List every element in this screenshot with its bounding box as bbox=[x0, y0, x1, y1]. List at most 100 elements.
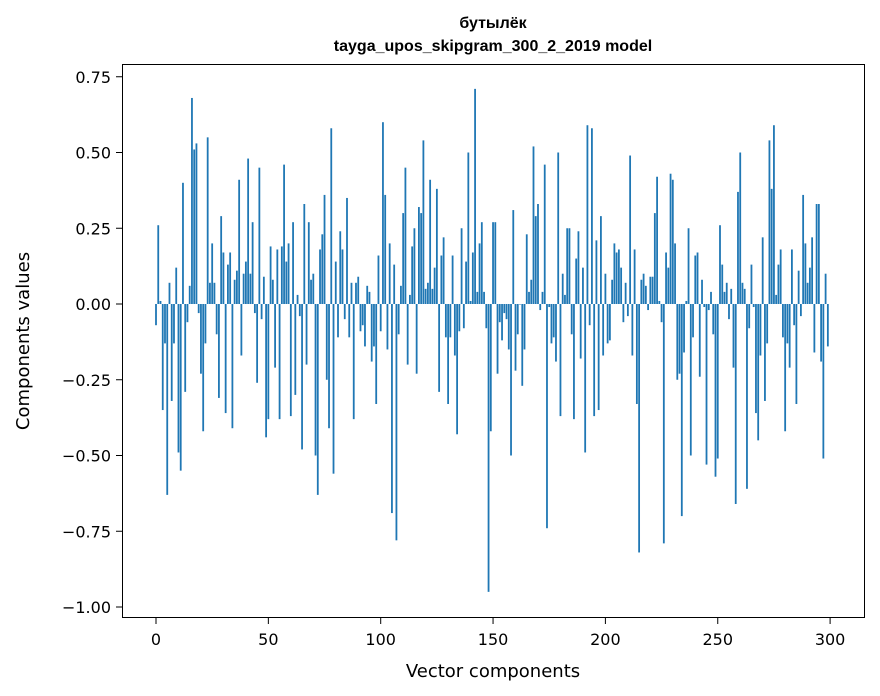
bar-42 bbox=[249, 273, 252, 304]
x-tick-label: 250 bbox=[702, 630, 733, 649]
bar-183 bbox=[566, 228, 569, 304]
bar-63 bbox=[296, 294, 299, 304]
bar-108 bbox=[397, 304, 400, 335]
bar-163 bbox=[521, 304, 524, 386]
bar-127 bbox=[440, 255, 443, 304]
bar-177 bbox=[552, 304, 555, 338]
bar-261 bbox=[741, 282, 744, 304]
bar-288 bbox=[802, 194, 805, 304]
bar-19 bbox=[197, 304, 200, 314]
bar-174 bbox=[546, 304, 548, 529]
bar-10 bbox=[177, 304, 180, 453]
bar-29 bbox=[220, 216, 223, 304]
bar-121 bbox=[426, 282, 429, 304]
bar-113 bbox=[409, 294, 411, 304]
bar-182 bbox=[564, 294, 566, 304]
bar-223 bbox=[656, 176, 658, 304]
bar-231 bbox=[674, 243, 676, 304]
bar-229 bbox=[669, 173, 672, 304]
y-axis: 0.75 0.50 0.25 0.00 −0.25 −0.50 −0.75 −1.00 bbox=[62, 68, 122, 617]
bar-164 bbox=[523, 304, 526, 350]
bar-140 bbox=[469, 300, 472, 304]
bar-181 bbox=[561, 273, 564, 304]
bar-277 bbox=[777, 264, 780, 304]
bar-25 bbox=[211, 243, 214, 304]
bar-142 bbox=[474, 88, 476, 305]
bar-285 bbox=[795, 304, 798, 404]
bar-147 bbox=[485, 304, 488, 329]
bar-263 bbox=[746, 304, 748, 489]
bar-73 bbox=[319, 249, 321, 304]
bar-106 bbox=[393, 264, 396, 304]
bar-61 bbox=[292, 222, 294, 304]
bar-39 bbox=[242, 273, 245, 304]
bar-40 bbox=[244, 261, 247, 304]
bar-21 bbox=[202, 304, 205, 432]
bar-160 bbox=[514, 304, 517, 371]
bar-200 bbox=[604, 273, 607, 304]
bar-282 bbox=[788, 304, 791, 368]
bar-193 bbox=[588, 304, 591, 326]
bar-184 bbox=[568, 228, 571, 304]
bar-195 bbox=[593, 304, 596, 417]
bar-244 bbox=[703, 304, 706, 308]
bar-33 bbox=[229, 252, 232, 304]
bar-88 bbox=[352, 304, 355, 420]
bar-145 bbox=[480, 222, 483, 304]
bar-67 bbox=[305, 304, 308, 365]
bar-105 bbox=[391, 304, 393, 514]
bar-97 bbox=[373, 304, 375, 347]
bar-12 bbox=[182, 182, 184, 304]
bar-55 bbox=[278, 304, 281, 420]
bar-180 bbox=[559, 304, 562, 417]
bar-168 bbox=[532, 146, 535, 304]
bar-176 bbox=[550, 304, 553, 344]
bar-210 bbox=[626, 304, 629, 317]
bar-264 bbox=[748, 304, 751, 329]
bar-9 bbox=[175, 267, 178, 304]
bar-194 bbox=[591, 128, 593, 304]
bar-217 bbox=[642, 273, 645, 304]
y-tick-label: 0.00 bbox=[75, 295, 111, 314]
bar-189 bbox=[579, 304, 582, 359]
bar-162 bbox=[519, 304, 521, 305]
bar-271 bbox=[764, 304, 766, 401]
x-axis: 0 50 100 150 200 250 300 bbox=[151, 618, 845, 649]
bar-153 bbox=[498, 304, 501, 323]
x-tick-label: 50 bbox=[258, 630, 278, 649]
bar-199 bbox=[602, 304, 605, 356]
bar-185 bbox=[570, 304, 573, 335]
x-axis-label: Vector components bbox=[406, 661, 580, 682]
bar-96 bbox=[370, 304, 373, 362]
bar-151 bbox=[494, 222, 497, 304]
bar-100 bbox=[379, 304, 382, 332]
bar-211 bbox=[629, 155, 632, 304]
bar-152 bbox=[496, 304, 499, 374]
plot-frame bbox=[122, 64, 865, 618]
bar-273 bbox=[768, 140, 771, 304]
bar-161 bbox=[516, 304, 519, 335]
y-axis-label: Components values bbox=[13, 252, 34, 430]
bar-34 bbox=[231, 304, 234, 429]
bar-276 bbox=[775, 294, 778, 304]
bar-267 bbox=[755, 304, 757, 414]
bar-86 bbox=[348, 304, 351, 338]
bar-116 bbox=[415, 304, 418, 374]
bar-265 bbox=[750, 264, 753, 304]
bar-38 bbox=[240, 304, 243, 356]
bar-157 bbox=[507, 304, 510, 350]
bar-269 bbox=[759, 304, 762, 356]
bar-287 bbox=[799, 304, 802, 317]
bar-118 bbox=[420, 213, 423, 304]
bar-205 bbox=[615, 252, 618, 304]
bar-233 bbox=[678, 304, 681, 374]
bar-112 bbox=[406, 304, 409, 365]
bar-294 bbox=[815, 204, 818, 304]
bar-299 bbox=[826, 304, 829, 347]
bar-59 bbox=[287, 243, 290, 304]
bar-292 bbox=[811, 237, 814, 304]
bar-255 bbox=[728, 304, 730, 320]
bar-158 bbox=[510, 304, 512, 456]
bar-22 bbox=[204, 304, 207, 344]
bar-126 bbox=[438, 304, 441, 392]
